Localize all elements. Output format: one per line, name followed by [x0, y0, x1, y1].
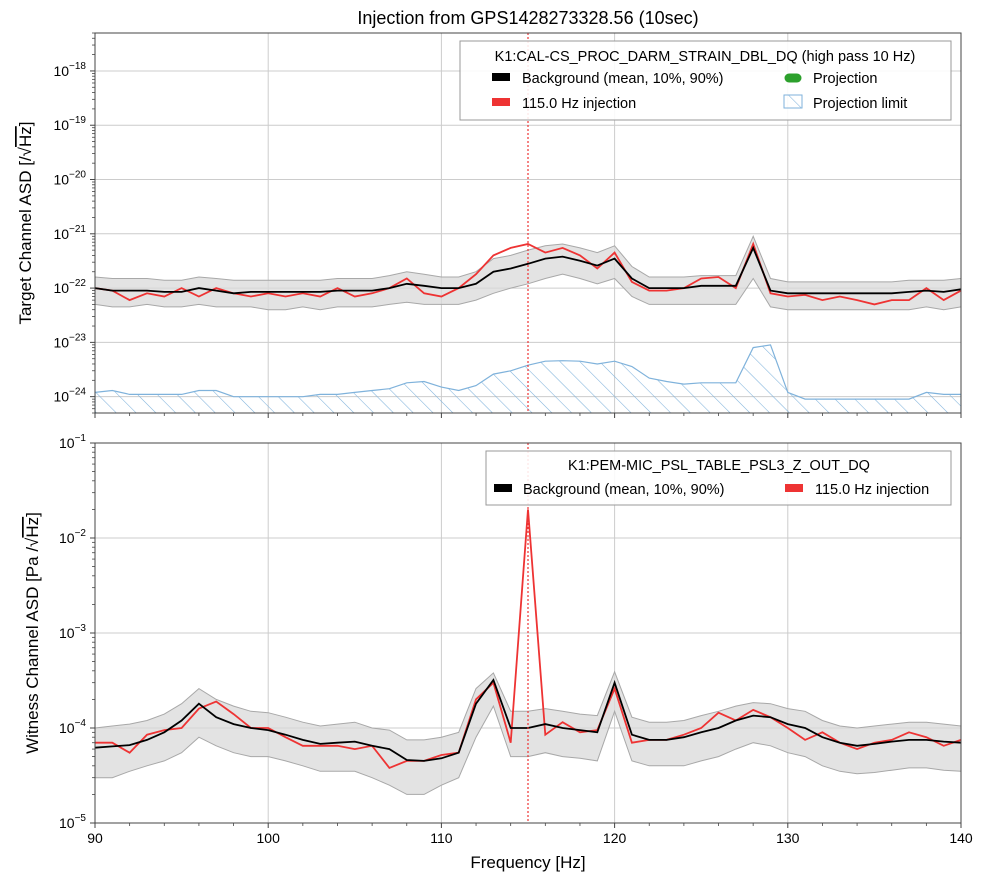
target-y-ticks: 10−24 10−23 10−22 10−21 10−20 10−19 10−18 — [53, 32, 95, 414]
y-tick-label: 10−19 — [53, 115, 86, 133]
target-legend-box — [459, 40, 952, 121]
y-tick-label: 10−5 — [59, 813, 86, 831]
legend-projection-swatch — [784, 73, 802, 83]
target-background-mean-line — [95, 245, 961, 295]
target-legend: K1:CAL-CS_PROC_DARM_STRAIN_DBL_DQ (high … — [459, 40, 952, 121]
target-injection-line — [95, 241, 961, 306]
witness-y-axis-label: Witness Channel ASD [Pa /√Hz] — [23, 512, 42, 754]
target-y-axis-label: Target Channel ASD [/√Hz] — [16, 121, 35, 324]
target-legend-projection: Projection — [813, 71, 877, 87]
y-tick-label: 10−4 — [59, 718, 86, 736]
target-axes-frame — [94, 32, 962, 414]
target-legend-background: Background (mean, 10%, 90%) — [522, 71, 724, 87]
witness-x-ticks: 90 100 110 120 130 140 — [87, 823, 973, 846]
y-tick-label: 10−18 — [53, 61, 86, 79]
y-tick-label: 10−24 — [53, 387, 86, 405]
y-tick-label: 10−23 — [53, 332, 86, 350]
target-panel: 10−24 10−23 10−22 10−21 10−20 10−19 10−18 Targ… — [16, 32, 962, 418]
witness-legend-injection: 115.0 Hz injection — [815, 482, 929, 498]
y-tick-label: 10−22 — [53, 278, 86, 296]
witness-y-ticks: 10−5 10−4 10−3 10−2 10−1 — [59, 433, 95, 831]
x-tick-label: 100 — [257, 830, 281, 846]
x-tick-label: 120 — [603, 830, 627, 846]
witness-panel: 10−5 10−4 10−3 10−2 10−1 90 100 110 120 130 140 W… — [23, 433, 973, 846]
x-axis-label: Frequency [Hz] — [470, 853, 585, 872]
legend-injection-swatch — [492, 98, 510, 106]
legend-background-swatch — [492, 73, 510, 81]
x-tick-label: 140 — [949, 830, 973, 846]
y-tick-label: 10−3 — [59, 623, 86, 641]
x-tick-label: 110 — [430, 830, 453, 846]
target-legend-projection-limit: Projection limit — [813, 96, 907, 112]
x-tick-label: 130 — [776, 830, 800, 846]
witness-legend-box — [485, 450, 952, 506]
sqrt-symbol-icon: √ — [16, 146, 35, 156]
target-legend-injection: 115.0 Hz injection — [522, 96, 636, 112]
target-legend-title: K1:CAL-CS_PROC_DARM_STRAIN_DBL_DQ (high … — [495, 49, 916, 65]
x-tick-label: 90 — [87, 830, 103, 846]
y-tick-label: 10−20 — [53, 170, 86, 188]
y-tick-label: 10−2 — [59, 528, 86, 546]
target-projection-limit-area — [95, 344, 961, 413]
witness-legend-title: K1:PEM-MIC_PSL_TABLE_PSL3_Z_OUT_DQ — [568, 458, 870, 474]
witness-background-band — [95, 670, 961, 795]
witness-legend-background: Background (mean, 10%, 90%) — [523, 482, 725, 498]
legend-projection-limit-swatch — [783, 94, 803, 109]
sqrt-symbol-icon: √ — [23, 537, 42, 547]
legend-injection-swatch — [785, 484, 803, 492]
y-tick-label: 10−1 — [59, 433, 86, 451]
figure-title: Injection from GPS1428273328.56 (10sec) — [357, 8, 698, 28]
y-tick-label: 10−21 — [53, 224, 86, 242]
witness-legend: K1:PEM-MIC_PSL_TABLE_PSL3_Z_OUT_DQ Backg… — [485, 450, 952, 506]
legend-background-swatch — [494, 484, 512, 492]
target-x-ticks — [94, 413, 962, 418]
